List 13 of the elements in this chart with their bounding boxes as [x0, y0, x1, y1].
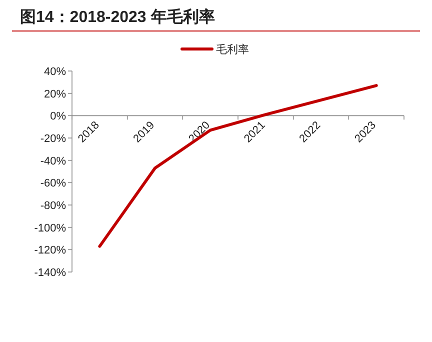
- y-tick-label: -120%: [34, 244, 66, 257]
- line-series: [98, 84, 378, 248]
- y-tick-label: -60%: [40, 178, 66, 190]
- chart-title: 图14：2018-2023 年毛利率: [20, 7, 215, 26]
- y-tick-label: 20%: [44, 88, 66, 100]
- y-tick-label: -80%: [40, 200, 66, 212]
- legend-label: 毛利率: [216, 43, 249, 56]
- y-tick-label: 0%: [50, 110, 66, 123]
- y-tick-label: -40%: [40, 155, 66, 168]
- y-tick-label: -20%: [40, 133, 66, 145]
- y-tick-label: 40%: [44, 66, 66, 78]
- y-tick-label: -140%: [34, 267, 66, 279]
- y-tick-label: -100%: [34, 222, 66, 234]
